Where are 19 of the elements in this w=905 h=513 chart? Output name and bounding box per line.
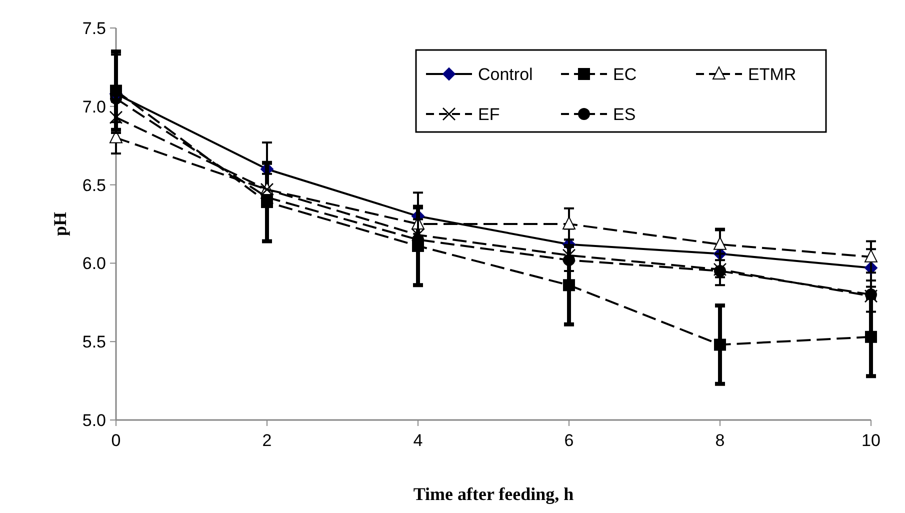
legend-label: EF bbox=[478, 104, 500, 124]
y-tick-label: 7.5 bbox=[82, 18, 106, 38]
x-tick-label: 0 bbox=[111, 431, 121, 450]
legend-label: ETMR bbox=[748, 64, 796, 84]
x-axis-title: Time after feeding, h bbox=[413, 484, 574, 504]
y-tick-label: 5.5 bbox=[82, 332, 106, 352]
y-tick-label: 6.0 bbox=[82, 254, 106, 274]
x-tick-label: 6 bbox=[564, 431, 574, 450]
y-tick-label: 7.0 bbox=[82, 97, 106, 116]
y-tick-label: 6.5 bbox=[82, 176, 106, 195]
y-axis-title: pH bbox=[50, 212, 70, 236]
legend-label: EC bbox=[613, 64, 637, 84]
x-tick-label: 10 bbox=[862, 431, 880, 450]
x-tick-label: 4 bbox=[413, 431, 423, 450]
x-tick-label: 8 bbox=[715, 431, 725, 450]
legend-label: ES bbox=[613, 104, 636, 124]
x-tick-label: 2 bbox=[262, 431, 272, 450]
legend-label: Control bbox=[478, 64, 533, 84]
y-tick-label: 5.0 bbox=[82, 410, 106, 430]
